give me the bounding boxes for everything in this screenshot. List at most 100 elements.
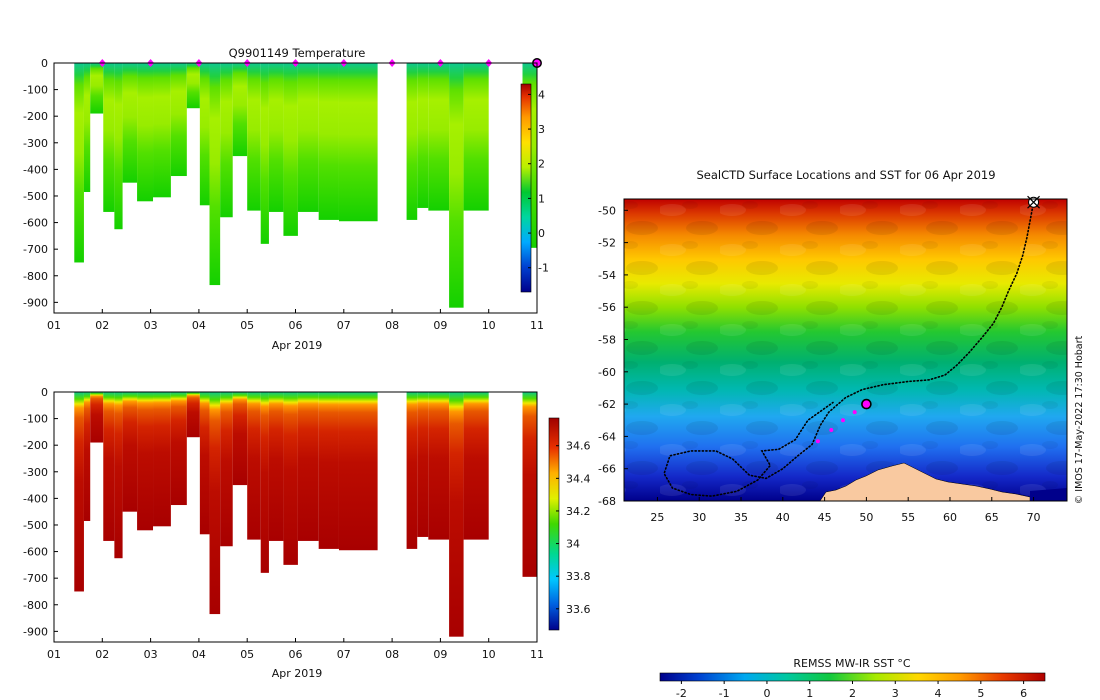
- colorbar-tick-label: 33.6: [566, 603, 591, 616]
- sst-colorbar-tick-label: 3: [892, 687, 899, 700]
- profile-column: [114, 63, 123, 230]
- sst-colorbar-tick-label: 2: [849, 687, 856, 700]
- profile-column: [186, 63, 200, 109]
- y-tick-label: -600: [23, 217, 48, 230]
- current-position-dot: [861, 398, 872, 410]
- profile-column: [74, 63, 84, 263]
- colorbar-tick-label: 33.8: [566, 570, 591, 583]
- x-tick-label: 11: [530, 648, 544, 661]
- profile-column: [103, 392, 115, 541]
- current-position-marker: [861, 398, 872, 410]
- sst-colorbar-tick-label: 5: [977, 687, 984, 700]
- sst-colorbar-tick-label: 1: [806, 687, 813, 700]
- sea-ice-edge: [1030, 488, 1067, 501]
- profile-column: [153, 63, 171, 198]
- start-marker: [1027, 195, 1040, 209]
- profile-column: [170, 392, 187, 506]
- profile-column: [417, 63, 429, 208]
- profile-column: [297, 392, 319, 541]
- x-tick-label: 11: [530, 319, 544, 332]
- colorbar-tick-label: 34.2: [566, 505, 591, 518]
- colorbar-tick-label: -1: [538, 262, 549, 275]
- profile-column: [417, 392, 429, 537]
- salinity-colorbar-ticks: 34.6 34.4 34.2 34 33.8 33.6: [556, 440, 591, 616]
- y-tick-label: -400: [23, 163, 48, 176]
- sst-colorbar-ticks: -2 -1 0 1 2 3 4 5 6: [676, 681, 1027, 700]
- lat-tick-label: -62: [598, 398, 616, 411]
- colorbar-tick-label: 4: [538, 88, 545, 101]
- profile-column: [114, 392, 123, 559]
- profile-column: [260, 392, 269, 573]
- recent-position-dot: [852, 410, 857, 415]
- y-tick-label: 0: [41, 57, 48, 70]
- temperature-plot-frame: [53, 62, 538, 314]
- profile-column: [220, 392, 233, 547]
- temperature-axes: 01 02 03 04 05 06 07 08 09 10 110-100-200-300-400-…: [23, 57, 544, 332]
- sst-texture: [624, 199, 1067, 501]
- profile-column: [449, 392, 464, 637]
- y-tick-label: -500: [23, 190, 48, 203]
- recent-positions: [815, 410, 857, 444]
- profile-column: [153, 392, 171, 527]
- lon-tick-label: 25: [650, 511, 664, 524]
- y-tick-label: -700: [23, 572, 48, 585]
- x-tick-label: 01: [47, 648, 61, 661]
- x-tick-label: 07: [337, 319, 351, 332]
- profile-column: [428, 392, 450, 540]
- lat-tick-label: -60: [598, 366, 616, 379]
- profile-column: [318, 392, 339, 549]
- x-tick-label: 04: [192, 648, 206, 661]
- x-tick-label: 02: [95, 648, 109, 661]
- profile-column: [463, 63, 489, 211]
- profile-column: [522, 392, 537, 577]
- profile-column: [318, 63, 339, 220]
- lon-tick-label: 30: [692, 511, 706, 524]
- profile-column: [232, 63, 248, 157]
- profile-column: [122, 392, 138, 512]
- profile-column: [199, 392, 210, 535]
- lat-tick-label: -68: [598, 495, 616, 508]
- profile-column: [247, 63, 261, 211]
- profile-column: [428, 63, 450, 211]
- profile-column: [170, 63, 187, 177]
- x-tick-label: 10: [482, 648, 496, 661]
- lon-tick-label: 55: [901, 511, 915, 524]
- x-tick-label: 07: [337, 648, 351, 661]
- sst-colorbar-tick-label: 0: [763, 687, 770, 700]
- temperature-profiles: [74, 63, 537, 308]
- y-tick-label: -200: [23, 439, 48, 452]
- lon-tick-label: 70: [1027, 511, 1041, 524]
- colorbar-tick-label: 34.4: [566, 472, 591, 485]
- lat-tick-label: -64: [598, 430, 616, 443]
- x-tick-label: 03: [144, 319, 158, 332]
- profile-column: [220, 63, 233, 218]
- profile-column: [103, 63, 115, 212]
- sst-map-frame: [623, 198, 1068, 502]
- profile-column: [268, 392, 284, 541]
- sst-colorbar-tick-label: -1: [719, 687, 730, 700]
- profile-column: [83, 63, 91, 192]
- y-tick-label: -100: [23, 413, 48, 426]
- lat-tick-label: -56: [598, 301, 616, 314]
- salinity-axes: 01 02 03 04 05 06 07 08 09 10 11 0 -100 -200 -300 -400 -…: [23, 386, 544, 661]
- sst-colorbar-tick-label: -2: [676, 687, 687, 700]
- sst-colorbar-label: REMSS MW-IR SST °C: [793, 657, 911, 670]
- x-tick-label: 02: [95, 319, 109, 332]
- colorbar-tick-label: 3: [538, 123, 545, 136]
- salinity-xlabel: Apr 2019: [272, 667, 323, 680]
- profile-column: [449, 63, 464, 308]
- y-tick-label: -900: [23, 296, 48, 309]
- sst-colorbar: [659, 672, 1046, 682]
- profile-column: [209, 392, 221, 615]
- lat-tick-label: -54: [598, 269, 616, 282]
- lon-tick-label: 35: [734, 511, 748, 524]
- sst-map-axes: 25 30 35 40 45 50 55 60 65 70 -50 -52 -54 -56 -58 -60 -6…: [598, 204, 1041, 524]
- temperature-colorbar-ticks: 4 3 2 1 0 -1: [528, 88, 549, 275]
- x-tick-label: 06: [289, 319, 303, 332]
- lat-tick-label: -50: [598, 204, 616, 217]
- lat-tick-label: -66: [598, 463, 616, 476]
- colorbar-tick-label: 34: [566, 538, 580, 551]
- profile-column: [74, 392, 84, 592]
- y-tick-label: -800: [23, 599, 48, 612]
